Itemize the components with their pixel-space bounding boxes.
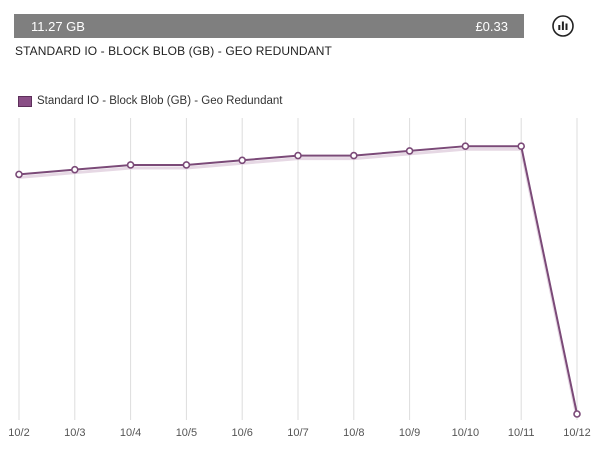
usage-quantity: 11.27 GB (31, 18, 85, 34)
x-tick-label: 10/4 (120, 427, 141, 439)
x-tick-label: 10/12 (563, 427, 591, 439)
data-point (461, 142, 470, 150)
data-point (349, 151, 358, 160)
data-point (15, 170, 23, 179)
usage-cost: £0.33 (475, 18, 508, 34)
data-point (238, 156, 246, 165)
data-point (405, 147, 414, 155)
x-tick-label: 10/5 (176, 427, 197, 439)
chart-toggle-button[interactable] (549, 12, 577, 40)
data-point (573, 410, 581, 418)
usage-summary-bar: 11.27 GB £0.33 (14, 14, 524, 38)
x-tick-label: 10/6 (231, 427, 252, 439)
bar-chart-icon (552, 15, 574, 37)
meter-name: STANDARD IO - BLOCK BLOB (GB) - GEO REDU… (15, 44, 332, 58)
chart-legend: Standard IO - Block Blob (GB) - Geo Redu… (18, 95, 282, 107)
data-point (71, 165, 79, 174)
x-tick-label: 10/11 (508, 427, 535, 439)
x-tick-label: 10/8 (343, 427, 364, 439)
x-tick-label: 10/9 (399, 427, 420, 439)
data-point (126, 161, 135, 169)
x-tick-label: 10/3 (64, 427, 85, 439)
data-point (294, 151, 302, 160)
data-point (182, 161, 191, 169)
legend-swatch (18, 95, 32, 107)
x-tick-label: 10/7 (287, 427, 308, 439)
x-tick-label: 10/2 (8, 427, 29, 439)
data-point (517, 142, 526, 150)
legend-label: Standard IO - Block Blob (GB) - Geo Redu… (37, 95, 283, 107)
x-tick-label: 10/10 (452, 427, 480, 439)
